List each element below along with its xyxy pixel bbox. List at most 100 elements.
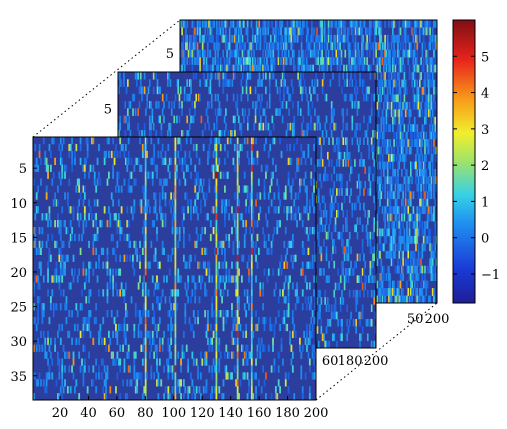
heatmap-cell	[136, 79, 138, 87]
heatmap-cell	[395, 101, 398, 110]
heatmap-cell	[336, 34, 339, 43]
heatmap-cell	[388, 295, 390, 303]
heatmap-cell	[365, 86, 368, 95]
heatmap-cell	[302, 130, 305, 138]
heatmap-cell	[241, 86, 244, 95]
heatmap-cell	[425, 139, 428, 147]
heatmap-cell	[264, 20, 267, 28]
heatmap-cell	[398, 154, 401, 162]
heatmap-cell	[257, 27, 259, 36]
heatmap-cell	[375, 20, 377, 28]
heatmap-cell	[435, 221, 437, 229]
heatmap-cell	[190, 49, 192, 58]
heatmap-cell	[285, 86, 288, 95]
heatmap-cell	[417, 154, 420, 162]
heatmap-cell	[285, 49, 287, 58]
heatmap-cell	[433, 131, 435, 140]
heatmap-cell	[344, 34, 347, 43]
heatmap-cell	[275, 108, 278, 116]
heatmap-cell	[394, 213, 397, 222]
heatmap-cell	[185, 34, 187, 43]
heatmap-cell	[190, 34, 192, 43]
heatmap-cell	[342, 137, 345, 145]
heatmap-cell	[288, 108, 290, 116]
heatmap-cell	[429, 206, 431, 214]
heatmap-cell	[232, 20, 235, 28]
heatmap-cell	[187, 49, 190, 58]
heatmap-cell	[119, 122, 121, 131]
heatmap-cell	[273, 34, 276, 43]
heatmap-cell	[398, 49, 401, 58]
heatmap-cell	[401, 34, 403, 43]
heatmap-cell	[364, 180, 367, 189]
heatmap-cell	[323, 72, 325, 80]
heatmap-cell	[209, 27, 212, 36]
heatmap-cell	[185, 42, 187, 51]
heatmap-cell	[139, 79, 142, 87]
heatmap-cell	[399, 64, 402, 73]
heatmap-cell	[426, 198, 429, 207]
heatmap-cell	[410, 265, 412, 274]
heatmap-cell	[381, 139, 384, 147]
heatmap-cell	[372, 57, 375, 66]
heatmap-cell	[156, 101, 159, 109]
heatmap-cell	[412, 124, 415, 133]
heatmap-cell	[329, 57, 331, 66]
heatmap-cell	[419, 176, 421, 185]
heatmap-cell	[424, 146, 426, 155]
heatmap-cell	[383, 124, 385, 133]
heatmap-cell	[323, 34, 326, 43]
heatmap-cell	[404, 87, 407, 95]
heatmap-cell	[296, 34, 299, 43]
heatmap-cell	[397, 109, 399, 118]
heatmap-cell	[430, 176, 433, 185]
heatmap-cell	[283, 93, 285, 102]
heatmap-cell	[337, 144, 339, 153]
heatmap-cell	[230, 20, 232, 28]
heatmap-cell	[424, 72, 426, 80]
heatmap-cell	[321, 130, 324, 138]
heatmap-cell	[247, 93, 249, 102]
heatmap-cell	[425, 154, 428, 162]
heatmap-cell	[381, 273, 384, 282]
heatmap-cell	[426, 72, 429, 80]
heatmap-cell	[379, 20, 381, 28]
heatmap-cell	[408, 176, 411, 185]
heatmap-cell	[424, 154, 426, 162]
heatmap-cell	[417, 273, 420, 282]
heatmap-cell	[242, 49, 245, 58]
heatmap-cell	[276, 108, 279, 116]
heatmap-cell	[348, 27, 350, 36]
heatmap-cell	[354, 101, 356, 109]
heatmap-cell	[338, 72, 341, 80]
heatmap-cell	[336, 57, 339, 66]
heatmap-cell	[401, 273, 403, 282]
heatmap-cell	[319, 159, 321, 167]
heatmap-cell	[408, 101, 411, 110]
heatmap-cell	[392, 87, 394, 95]
heatmap-cell	[377, 191, 380, 200]
heatmap-cell	[377, 176, 380, 185]
heatmap-cell	[424, 139, 426, 147]
heatmap-cell	[435, 20, 437, 28]
heatmap-cell	[271, 72, 274, 80]
heatmap-cell	[192, 42, 195, 51]
heatmap-cell	[383, 57, 385, 66]
heatmap-cell	[403, 206, 406, 214]
heatmap-cell	[353, 57, 356, 66]
heatmap-cell	[345, 122, 347, 131]
heatmap-cell	[221, 64, 223, 73]
heatmap-cell	[343, 27, 345, 36]
heatmap-cell	[435, 176, 437, 185]
heatmap-cell	[393, 94, 395, 103]
heatmap-cell	[413, 72, 416, 80]
heatmap-cell	[190, 115, 192, 124]
heatmap-cell	[339, 64, 341, 73]
heatmap-cell	[408, 139, 411, 147]
heatmap-cell	[232, 93, 235, 102]
heatmap-cell	[372, 20, 375, 28]
heatmap-cell	[380, 27, 383, 36]
heatmap-cell	[379, 288, 381, 296]
heatmap-cell	[393, 191, 395, 200]
heatmap-cell	[182, 57, 185, 66]
